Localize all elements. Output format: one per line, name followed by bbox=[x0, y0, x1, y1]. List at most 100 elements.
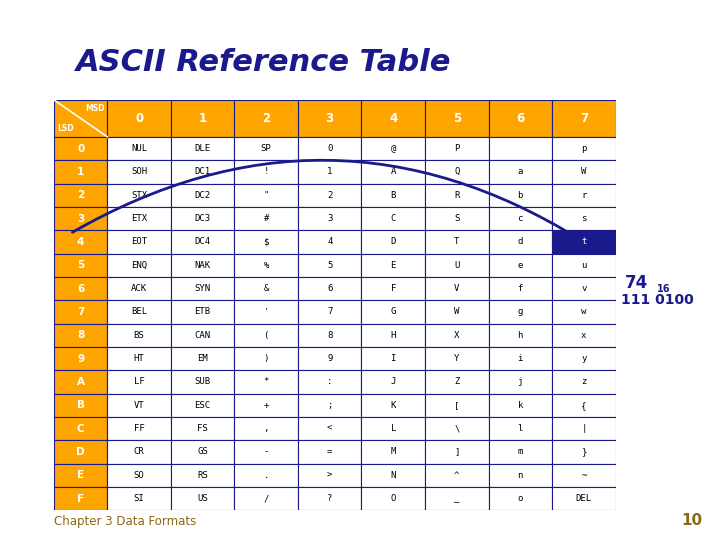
Bar bbox=[107, 277, 171, 300]
Bar bbox=[361, 184, 425, 207]
Text: SI: SI bbox=[134, 494, 145, 503]
Text: ETX: ETX bbox=[131, 214, 147, 223]
Bar bbox=[489, 137, 552, 160]
Text: P: P bbox=[454, 144, 459, 153]
Text: MSD: MSD bbox=[85, 104, 104, 113]
Bar bbox=[489, 254, 552, 277]
Text: f: f bbox=[518, 284, 523, 293]
Text: D: D bbox=[390, 238, 396, 246]
Text: |: | bbox=[581, 424, 587, 433]
Bar bbox=[107, 417, 171, 440]
Bar bbox=[361, 370, 425, 394]
Bar bbox=[552, 277, 616, 300]
Bar bbox=[425, 487, 489, 510]
Text: ]: ] bbox=[454, 448, 459, 456]
Text: ?: ? bbox=[327, 494, 333, 503]
Text: %: % bbox=[264, 261, 269, 269]
Bar bbox=[552, 394, 616, 417]
Bar bbox=[361, 417, 425, 440]
Text: L: L bbox=[390, 424, 396, 433]
Bar bbox=[361, 230, 425, 254]
Text: }: } bbox=[581, 448, 587, 456]
Text: 9: 9 bbox=[327, 354, 333, 363]
Bar bbox=[298, 440, 361, 464]
Text: I: I bbox=[390, 354, 396, 363]
Text: w: w bbox=[581, 307, 587, 316]
Bar bbox=[361, 487, 425, 510]
Bar bbox=[235, 137, 298, 160]
Bar bbox=[235, 487, 298, 510]
Bar bbox=[235, 160, 298, 184]
Bar bbox=[552, 230, 616, 254]
Text: x: x bbox=[581, 330, 587, 340]
Text: 7: 7 bbox=[77, 307, 84, 317]
Bar bbox=[425, 137, 489, 160]
Text: 1: 1 bbox=[77, 167, 84, 177]
Text: 6: 6 bbox=[327, 284, 333, 293]
Bar bbox=[425, 417, 489, 440]
Bar bbox=[235, 440, 298, 464]
Bar bbox=[552, 160, 616, 184]
Text: ': ' bbox=[264, 307, 269, 316]
Bar bbox=[171, 487, 235, 510]
Bar bbox=[298, 277, 361, 300]
Bar bbox=[552, 487, 616, 510]
Text: J: J bbox=[390, 377, 396, 387]
Bar bbox=[552, 100, 616, 137]
Text: u: u bbox=[581, 261, 587, 269]
Bar bbox=[361, 464, 425, 487]
Bar bbox=[552, 207, 616, 230]
Bar bbox=[361, 323, 425, 347]
Bar bbox=[489, 207, 552, 230]
Text: 16: 16 bbox=[657, 284, 670, 294]
Text: ETB: ETB bbox=[194, 307, 211, 316]
Text: DC1: DC1 bbox=[194, 167, 211, 177]
Text: GS: GS bbox=[197, 448, 208, 456]
Text: j: j bbox=[518, 377, 523, 387]
Bar bbox=[298, 254, 361, 277]
Text: [: [ bbox=[454, 401, 459, 410]
Bar bbox=[107, 487, 171, 510]
Bar bbox=[425, 347, 489, 370]
Bar bbox=[298, 347, 361, 370]
Bar bbox=[171, 230, 235, 254]
Text: i: i bbox=[518, 354, 523, 363]
Text: NUL: NUL bbox=[131, 144, 147, 153]
Bar bbox=[107, 300, 171, 323]
Bar bbox=[54, 184, 107, 207]
Bar bbox=[489, 487, 552, 510]
Bar bbox=[107, 370, 171, 394]
Text: ENQ: ENQ bbox=[131, 261, 147, 269]
Text: B: B bbox=[390, 191, 396, 200]
Bar bbox=[171, 277, 235, 300]
Text: -: - bbox=[264, 448, 269, 456]
Bar bbox=[107, 137, 171, 160]
Text: +: + bbox=[264, 401, 269, 410]
Text: =: = bbox=[327, 448, 333, 456]
Text: RS: RS bbox=[197, 471, 208, 480]
Bar bbox=[361, 160, 425, 184]
Bar bbox=[425, 323, 489, 347]
Text: US: US bbox=[197, 494, 208, 503]
Text: S: S bbox=[454, 214, 459, 223]
Text: l: l bbox=[518, 424, 523, 433]
Text: (: ( bbox=[264, 330, 269, 340]
Text: 4: 4 bbox=[77, 237, 84, 247]
Bar bbox=[54, 440, 107, 464]
Bar bbox=[425, 230, 489, 254]
Text: LF: LF bbox=[134, 377, 145, 387]
Bar bbox=[171, 160, 235, 184]
Text: Q: Q bbox=[454, 167, 459, 177]
Bar bbox=[552, 440, 616, 464]
Text: n: n bbox=[518, 471, 523, 480]
Text: BS: BS bbox=[134, 330, 145, 340]
Text: *: * bbox=[264, 377, 269, 387]
Text: T: T bbox=[454, 238, 459, 246]
Bar bbox=[54, 207, 107, 230]
Bar bbox=[425, 440, 489, 464]
Bar bbox=[171, 300, 235, 323]
Text: X: X bbox=[454, 330, 459, 340]
Bar bbox=[235, 464, 298, 487]
Text: v: v bbox=[581, 284, 587, 293]
Bar bbox=[489, 277, 552, 300]
